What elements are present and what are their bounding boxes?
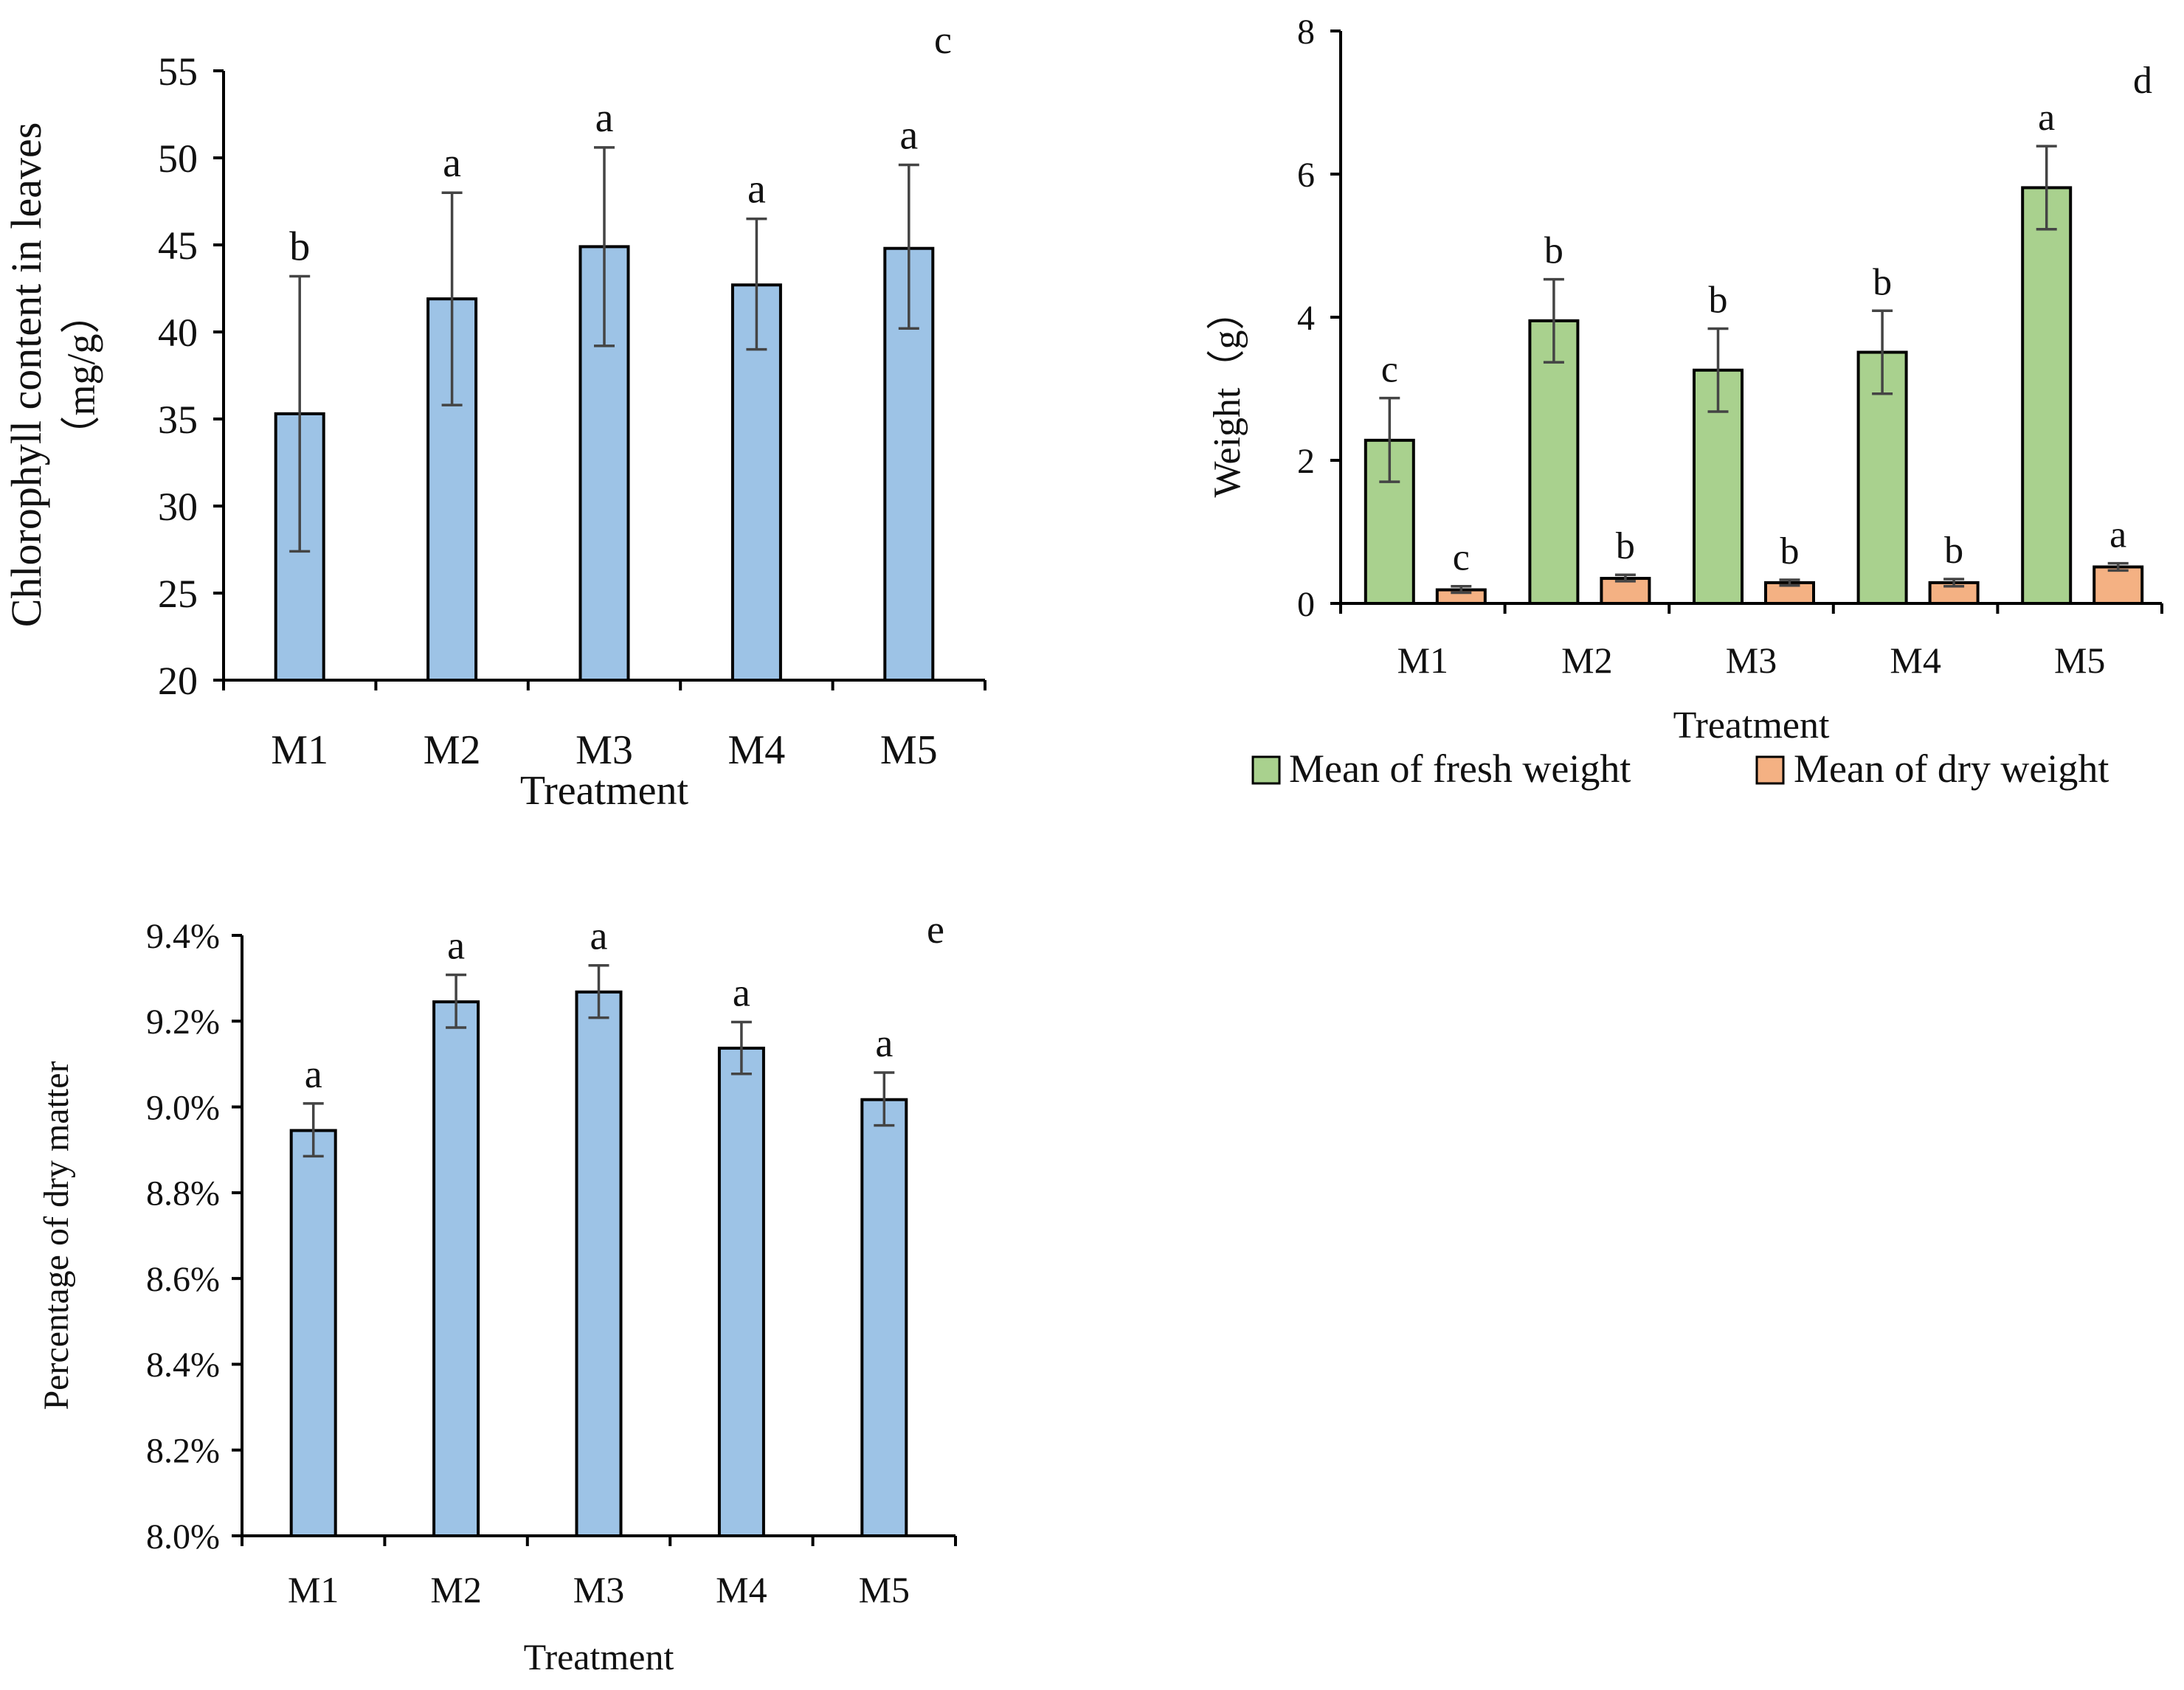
significance-letter: a — [443, 140, 461, 186]
y-tick-label: 8.4% — [146, 1346, 220, 1385]
significance-letter: b — [1873, 261, 1892, 303]
x-tick-label: M3 — [576, 727, 633, 773]
x-tick-label: M5 — [2054, 640, 2105, 681]
x-tick-label: M1 — [1397, 640, 1448, 681]
y-tick-label: 2 — [1297, 442, 1315, 481]
bar-m5 — [2093, 565, 2144, 606]
y-axis-title: Percentage of dry matter — [37, 1061, 76, 1410]
bar-m3 — [578, 245, 630, 682]
bar-m1 — [289, 1129, 337, 1538]
y-tick-label: 8.8% — [146, 1174, 220, 1213]
y-tick-label: 50 — [158, 136, 198, 181]
significance-letter: a — [2038, 97, 2055, 139]
y-tick-label: 9.2% — [146, 1002, 220, 1042]
significance-letter: b — [1544, 230, 1563, 272]
bar-m3 — [575, 990, 623, 1537]
x-tick-label: M2 — [430, 1569, 481, 1610]
x-tick-label: M2 — [424, 727, 481, 773]
chart-d-group: 0 2 4 6 8 M1 M2 M3 M4 M5 c b b b a c b b b a Treatment Weight… — [1206, 13, 2163, 791]
significance-letter: a — [2109, 514, 2126, 556]
legend-label: Mean of fresh weight — [1289, 747, 1631, 791]
x-tick-label: M5 — [859, 1569, 910, 1610]
y-tick-label: 35 — [158, 398, 198, 442]
significance-letter: a — [305, 1052, 322, 1096]
y-tick-label: 8.0% — [146, 1517, 220, 1556]
y-tick-label: 8 — [1297, 13, 1315, 52]
y-tick-label: 6 — [1297, 156, 1315, 195]
x-tick-label: M4 — [716, 1569, 767, 1610]
x-tick-label: M3 — [573, 1569, 624, 1610]
y-tick-label: 0 — [1297, 585, 1315, 624]
x-tick-label: M4 — [1890, 640, 1941, 681]
x-tick-label: M1 — [271, 727, 328, 773]
y-tick-label: 4 — [1297, 299, 1315, 338]
y-tick-label: 9.4% — [146, 917, 220, 956]
panel-label: c — [934, 18, 952, 62]
y-tick-label: 8.6% — [146, 1260, 220, 1299]
x-tick-label: M5 — [880, 727, 938, 773]
y-axis-title: Chlorophyll content in leaves — [2, 122, 50, 628]
y-tick-label: 25 — [158, 572, 198, 616]
significance-letter: a — [595, 95, 614, 141]
panel-label: e — [927, 907, 944, 952]
significance-letter: a — [899, 112, 918, 158]
significance-letter: b — [1709, 280, 1728, 322]
x-axis-title: Treatment — [1673, 704, 1830, 747]
bar-m2 — [1600, 577, 1651, 605]
legend-label: Mean of dry weight — [1794, 747, 2109, 791]
significance-letter: a — [733, 970, 750, 1014]
significance-letter: c — [1381, 349, 1398, 391]
bar-m5 — [2021, 186, 2073, 605]
y-tick-label: 40 — [158, 311, 198, 355]
significance-letter: b — [289, 224, 310, 269]
panel-label: d — [2133, 60, 2152, 102]
bar-m4 — [730, 283, 782, 682]
x-tick-label: M3 — [1726, 640, 1777, 681]
bar-m4 — [717, 1046, 765, 1538]
y-tick-label: 55 — [158, 49, 198, 94]
y-axis-title: （mg/g） — [59, 294, 103, 455]
significance-letter: a — [747, 167, 766, 212]
x-axis-title: Treatment — [524, 1636, 674, 1677]
y-tick-label: 9.0% — [146, 1088, 220, 1127]
significance-letter: a — [875, 1021, 893, 1065]
legend-swatch — [1755, 755, 1785, 785]
significance-letter: b — [1616, 525, 1635, 567]
bar-m5 — [860, 1098, 908, 1537]
significance-letter: c — [1453, 537, 1470, 579]
chart-e-group: 8.0% 8.2% 8.4% 8.6% 8.8% 9.0% 9.2% 9.4% M1 M2 M3 M4… — [37, 907, 957, 1677]
y-tick-label: 8.2% — [146, 1432, 220, 1471]
y-tick-label: 30 — [158, 485, 198, 529]
x-tick-label: M1 — [288, 1569, 339, 1610]
y-axis-title: Weight（g） — [1206, 292, 1248, 498]
x-tick-label: M4 — [728, 727, 786, 773]
y-tick-label: 45 — [158, 224, 198, 268]
x-axis-title: Treatment — [520, 768, 689, 814]
significance-letter: b — [1944, 530, 1963, 572]
significance-letter: b — [1780, 530, 1800, 572]
x-tick-label: M2 — [1561, 640, 1612, 681]
legend-swatch — [1251, 755, 1281, 785]
bar-m2 — [432, 1000, 480, 1538]
significance-letter: a — [447, 923, 465, 967]
y-tick-label: 20 — [158, 659, 198, 703]
chart-c-group: 20 25 30 35 40 45 50 55 M1 M2 M3 M4 M5 b a a a a Treatment… — [2, 18, 986, 814]
significance-letter: a — [590, 914, 608, 958]
